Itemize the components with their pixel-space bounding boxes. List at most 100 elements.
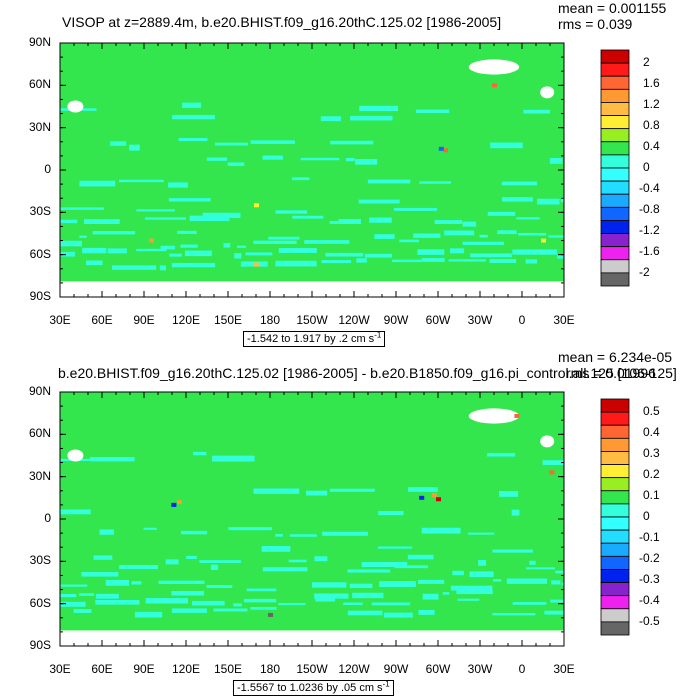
extreme-speck bbox=[549, 470, 555, 475]
cyan-patch bbox=[343, 602, 363, 606]
panel1-map bbox=[59, 42, 630, 298]
cyan-patch bbox=[136, 209, 175, 212]
lon-tick-label: 60W bbox=[425, 313, 451, 327]
cyan-patch bbox=[92, 231, 136, 235]
extreme-speck bbox=[443, 148, 448, 153]
cyan-patch bbox=[450, 585, 493, 591]
land-west-mask bbox=[67, 449, 84, 462]
cyan-patch bbox=[560, 196, 564, 203]
cyan-patch bbox=[338, 219, 361, 225]
panel1-mean: mean = 0.001155 bbox=[558, 0, 667, 16]
cyan-patch bbox=[129, 144, 140, 151]
cyan-patch bbox=[186, 555, 197, 559]
cyan-patch bbox=[306, 490, 328, 496]
lon-tick-label: 60W bbox=[425, 662, 451, 676]
cyan-patch bbox=[444, 230, 475, 236]
cyan-patch bbox=[131, 581, 142, 585]
cyan-patch bbox=[165, 559, 179, 565]
land-west-mask bbox=[67, 100, 84, 113]
cyan-patch bbox=[300, 157, 340, 161]
colorbar-label: 0.5 bbox=[643, 404, 660, 419]
cyan-patch bbox=[213, 608, 248, 612]
cyan-patch bbox=[158, 580, 205, 584]
cyan-patch bbox=[449, 248, 465, 254]
cyan-patch bbox=[180, 530, 208, 535]
panel2-title: b.e20.BHIST.f09_g16.20thC.125.02 [1986-2… bbox=[58, 365, 677, 381]
cyan-patch bbox=[352, 592, 384, 599]
cyan-patch bbox=[73, 608, 92, 613]
cyan-patch bbox=[561, 582, 564, 586]
cyan-patch bbox=[60, 219, 78, 224]
extreme-speck bbox=[419, 495, 425, 500]
extreme-speck bbox=[149, 238, 154, 243]
lon-tick-label: 0 bbox=[518, 662, 526, 676]
cyan-patch bbox=[262, 155, 284, 160]
colorbar-label: 1.6 bbox=[643, 76, 660, 91]
cyan-patch bbox=[516, 217, 540, 220]
cyan-patch bbox=[442, 592, 450, 595]
lat-tick-label: 30N bbox=[28, 119, 51, 134]
cyan-patch bbox=[261, 545, 291, 552]
cyan-patch bbox=[542, 460, 564, 466]
cyan-patch bbox=[95, 593, 119, 599]
colorbar-label: -0.1 bbox=[639, 529, 660, 544]
cyan-patch bbox=[291, 177, 310, 181]
cyan-patch bbox=[177, 230, 197, 234]
cyan-patch bbox=[278, 248, 317, 253]
lon-tick-label: 30W bbox=[467, 662, 493, 676]
cyan-patch bbox=[511, 509, 520, 516]
colorbar-label: 0.1 bbox=[643, 488, 660, 503]
cyan-patch bbox=[168, 198, 211, 202]
cyan-patch bbox=[325, 252, 364, 257]
lat-tick-label: 60N bbox=[28, 77, 51, 92]
colorbar-label: 0.2 bbox=[643, 467, 660, 482]
colorbar-cell bbox=[600, 398, 630, 413]
colorbar-cell bbox=[600, 529, 630, 544]
cyan-patch bbox=[180, 244, 198, 248]
cyan-patch bbox=[212, 455, 255, 462]
cyan-patch bbox=[537, 198, 560, 205]
cyan-patch bbox=[518, 232, 547, 236]
cyan-patch bbox=[99, 529, 114, 535]
colorbar-cell bbox=[600, 424, 630, 439]
panel2-rms: rms = 0.01996 bbox=[566, 365, 656, 381]
cyan-patch bbox=[407, 554, 434, 560]
cyan-patch bbox=[415, 109, 450, 114]
extreme-speck bbox=[436, 497, 441, 502]
lat-tick-label: 60N bbox=[28, 426, 51, 441]
cyan-patch bbox=[462, 221, 477, 227]
cyan-patch bbox=[359, 105, 398, 112]
cyan-patch bbox=[288, 559, 307, 563]
cyan-patch bbox=[548, 235, 564, 238]
panel1-title: VISOP at z=2889.4m, b.e20.BHIST.f09_g16.… bbox=[62, 14, 502, 30]
cyan-patch bbox=[84, 219, 120, 225]
cyan-patch bbox=[189, 215, 230, 222]
lon-tick-label: 120W bbox=[338, 662, 370, 676]
cyan-patch bbox=[60, 509, 91, 515]
cyan-patch bbox=[236, 245, 247, 248]
lon-tick-label: 120E bbox=[171, 662, 201, 676]
lon-tick-label: 150E bbox=[213, 662, 243, 676]
colorbar-label: -0.8 bbox=[639, 201, 660, 216]
lat-tick-label: 90N bbox=[28, 35, 51, 49]
cyan-patch bbox=[171, 262, 216, 268]
cyan-patch bbox=[210, 564, 219, 570]
lon-tick-label: 30E bbox=[553, 313, 575, 327]
cyan-patch bbox=[329, 488, 375, 492]
lat-tick-label: 90S bbox=[29, 289, 51, 303]
cyan-patch bbox=[233, 603, 242, 607]
cyan-patch bbox=[413, 233, 441, 238]
cyan-patch bbox=[525, 259, 538, 264]
colorbar-label: 0.3 bbox=[643, 446, 660, 461]
colorbar-label: 1.2 bbox=[643, 97, 660, 112]
cyan-patch bbox=[143, 527, 157, 530]
cyan-patch bbox=[178, 138, 208, 142]
cyan-patch bbox=[206, 157, 227, 161]
cyan-patch bbox=[492, 612, 536, 616]
cyan-patch bbox=[421, 258, 445, 262]
colorbar-cell bbox=[600, 477, 630, 492]
cyan-patch bbox=[551, 580, 561, 585]
land-east-mask bbox=[540, 435, 555, 448]
colorbar-label: -0.4 bbox=[639, 592, 660, 607]
